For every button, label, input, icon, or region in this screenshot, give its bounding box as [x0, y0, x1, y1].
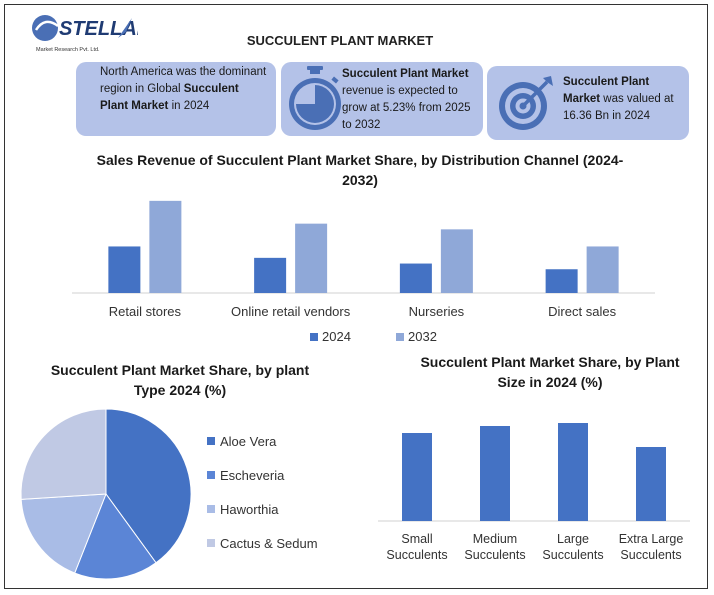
legend-swatch-2024	[310, 333, 318, 341]
card-region-text: North America was the dominant region in…	[100, 66, 267, 112]
bar-size-1	[480, 426, 510, 521]
legend-swatch-2	[207, 505, 215, 513]
pie-slice-2	[20, 493, 107, 574]
x-tick-label: Medium Succulents	[464, 532, 525, 562]
x-tick-label: Direct sales	[548, 304, 616, 319]
stopwatch-icon	[289, 66, 341, 130]
bar-size-2	[558, 423, 588, 521]
legend-swatch-3	[207, 539, 215, 547]
stellar-logo: STELLAR Market Research Pvt. Ltd.	[32, 15, 138, 53]
bar-2024-1	[254, 257, 287, 293]
bar-2024-3	[545, 269, 578, 293]
legend-label-2032: 2032	[408, 329, 437, 344]
bar-2024-2	[399, 263, 432, 293]
bar-2024-0	[108, 246, 141, 293]
legend-label-2: Haworthia	[220, 502, 279, 517]
card-value-text: Succulent Plant Market was valued at 16.…	[563, 76, 674, 122]
card-growth-text: Succulent Plant Market revenue is expect…	[342, 68, 471, 131]
pie-slice-0	[105, 408, 192, 564]
bar-2032-0	[149, 200, 182, 293]
card-growth: Succulent Plant Market revenue is expect…	[281, 62, 483, 136]
chart-plant-type: Aloe Vera Escheveria Haworthia Cactus & Sed…	[20, 408, 318, 580]
pie-slice-1	[74, 492, 157, 580]
legend-swatch-0	[207, 437, 215, 445]
legend-label-1: Escheveria	[220, 468, 285, 483]
pie-slice-3	[20, 408, 107, 500]
bar-size-0	[402, 433, 432, 521]
bar-2032-3	[586, 246, 619, 293]
card-value: Succulent Plant Market was valued at 16.…	[487, 66, 689, 140]
legend-swatch-2032	[396, 333, 404, 341]
legend-label-0: Aloe Vera	[220, 434, 277, 449]
chart-distribution-title: Sales Revenue of Succulent Plant Market …	[96, 152, 624, 188]
chart-distribution: Retail stores Online retail vendors Nurser…	[72, 200, 655, 344]
chart-plant-size-title: Succulent Plant Market Share, by Plant S…	[420, 354, 680, 390]
x-tick-label: Online retail vendors	[231, 304, 351, 319]
target-icon	[499, 76, 553, 130]
logo-tagline: Market Research Pvt. Ltd.	[36, 47, 100, 53]
card-region: North America was the dominant region in…	[76, 62, 276, 136]
bar-2032-1	[295, 223, 328, 293]
x-tick-label: Large Succulents	[542, 532, 603, 562]
chart-plant-type-title: Succulent Plant Market Share, by plant T…	[50, 362, 310, 398]
legend-swatch-1	[207, 471, 215, 479]
x-tick-label: Small Succulents	[386, 532, 447, 562]
x-tick-label: Extra Large Succulents	[619, 532, 684, 562]
logo-wordmark: STELLAR	[59, 18, 138, 40]
x-tick-label: Nurseries	[409, 304, 465, 319]
page-title: SUCCULENT PLANT MARKET	[246, 33, 434, 48]
legend-label-3: Cactus & Sedum	[220, 536, 318, 551]
bar-size-3	[636, 447, 666, 521]
legend-label-2024: 2024	[322, 329, 351, 344]
chart-plant-size: Small Succulents Medium Succulents Large Succ…	[378, 423, 690, 562]
bar-2032-2	[440, 229, 473, 293]
x-tick-label: Retail stores	[109, 304, 182, 319]
